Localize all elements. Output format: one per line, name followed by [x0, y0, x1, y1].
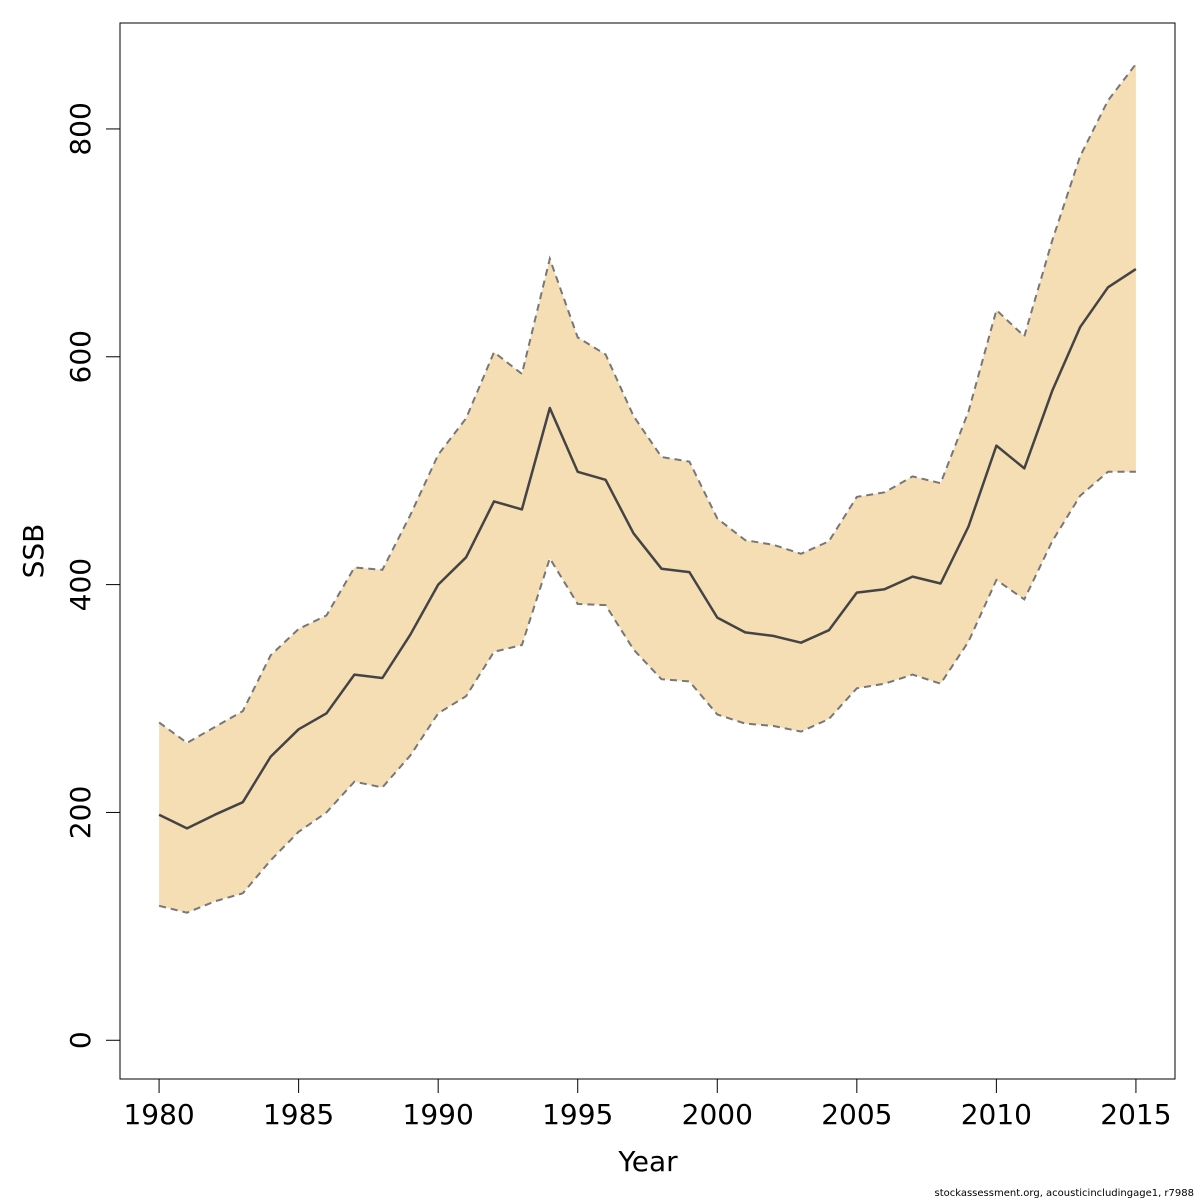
x-tick-label: 2010	[961, 1098, 1032, 1131]
x-tick-label: 1980	[123, 1098, 194, 1131]
x-tick-label: 1995	[542, 1098, 613, 1131]
y-axis: 0 200 400 600 800	[64, 102, 121, 1049]
y-axis-title: SSB	[17, 524, 50, 579]
upper-bound-line	[158, 63, 1137, 745]
y-tick-label: 800	[64, 102, 97, 155]
y-tick-label: 600	[64, 330, 97, 383]
x-tick-label: 2005	[821, 1098, 892, 1131]
ssb-estimate-line	[158, 268, 1137, 830]
confidence-band-layer	[159, 64, 1136, 913]
series-line-layer	[158, 63, 1137, 914]
x-tick-label: 1985	[263, 1098, 334, 1131]
y-tick-label: 200	[64, 786, 97, 839]
x-tick-label: 2000	[682, 1098, 753, 1131]
x-axis: 1980 1985 1990 1995 2000 2005 2010 2015	[123, 1078, 1172, 1131]
x-axis-title: Year	[617, 1145, 678, 1178]
x-tick-label: 2015	[1100, 1098, 1171, 1131]
x-tick-label: 1990	[403, 1098, 474, 1131]
y-tick-label: 0	[64, 1031, 97, 1049]
confidence-band	[159, 64, 1136, 913]
y-tick-label: 400	[64, 558, 97, 611]
footer-credit: stockassessment.org, acousticincludingag…	[934, 1188, 1194, 1199]
